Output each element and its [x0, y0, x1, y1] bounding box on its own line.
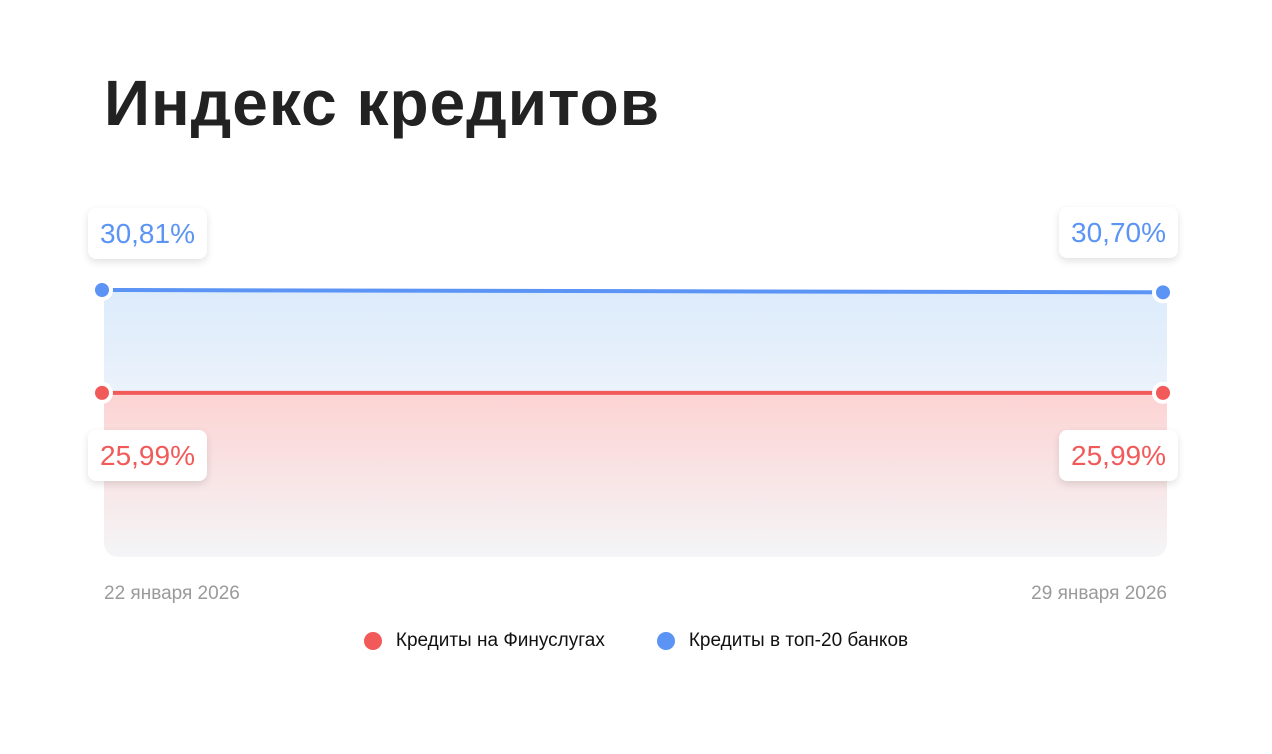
point-finuslugi-1[interactable] [1152, 381, 1174, 404]
point-finuslugi-0[interactable] [91, 381, 113, 404]
data-label-finuslugi-end: 25,99% [1059, 429, 1178, 481]
x-tick-end: 29 января 2026 [1031, 583, 1167, 604]
point-top20-0[interactable] [91, 279, 113, 301]
area-finuslugi [104, 392, 1167, 557]
legend-item-top20[interactable]: Кредиты в топ-20 банков [656, 630, 909, 652]
legend-dot-icon [656, 632, 675, 650]
legend: Кредиты на Финуслугах Кредиты в топ-20 б… [0, 630, 1272, 652]
legend-label: Кредиты в топ-20 банков [688, 630, 909, 651]
area-top20 [104, 290, 1167, 393]
legend-dot-icon [363, 632, 382, 650]
data-label-top20-start: 30,81% [88, 208, 207, 259]
point-top20-1[interactable] [1152, 281, 1174, 304]
data-label-finuslugi-start: 25,99% [88, 429, 207, 481]
chart-title: Индекс кредитов [104, 67, 661, 139]
line-top20 [101, 288, 1164, 295]
data-label-top20-end: 30,70% [1059, 207, 1178, 259]
legend-item-finuslugi[interactable]: Кредиты на Финуслугах [363, 630, 605, 652]
legend-label: Кредиты на Финуслугах [395, 630, 605, 651]
x-tick-start: 22 января 2026 [104, 583, 240, 604]
